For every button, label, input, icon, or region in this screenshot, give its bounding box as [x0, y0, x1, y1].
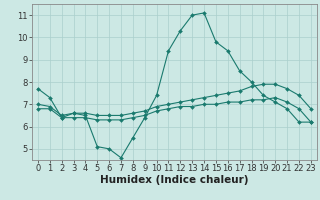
X-axis label: Humidex (Indice chaleur): Humidex (Indice chaleur): [100, 175, 249, 185]
